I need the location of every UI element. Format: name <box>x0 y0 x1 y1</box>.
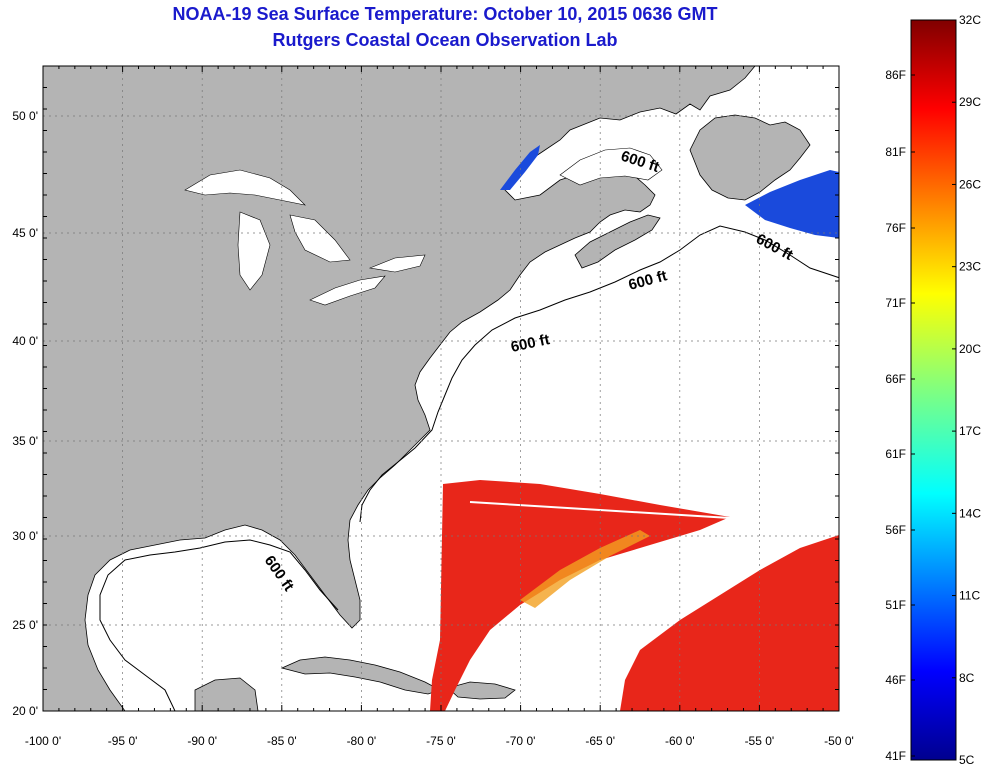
colorbar-celsius-label: 32C <box>959 13 981 27</box>
colorbar-fahrenheit-label: 81F <box>885 145 906 159</box>
colorbar <box>910 19 957 761</box>
colorbar-fahrenheit-label: 76F <box>885 221 906 235</box>
x-tick-label: -95 0' <box>108 734 138 748</box>
y-tick-label: 45 0' <box>12 226 38 240</box>
y-tick-label: 25 0' <box>12 618 38 632</box>
colorbar-fahrenheit-label: 66F <box>885 372 906 386</box>
lake-michigan-huron <box>237 211 351 291</box>
x-tick-label: -70 0' <box>506 734 536 748</box>
land-newfoundland <box>689 114 811 201</box>
x-tick-label: -100 0' <box>25 734 61 748</box>
colorbar-fahrenheit-label: 56F <box>885 523 906 537</box>
gulf-st-lawrence <box>559 147 663 186</box>
colorbar-celsius-label: 17C <box>959 424 981 438</box>
y-tick-label: 40 0' <box>12 334 38 348</box>
y-tick-label: 35 0' <box>12 434 38 448</box>
x-tick-label: -85 0' <box>267 734 297 748</box>
map-subtitle: Rutgers Coastal Ocean Observation Lab <box>272 30 618 50</box>
colorbar-celsius-label: 14C <box>959 506 981 520</box>
colorbar-fahrenheit-label: 51F <box>885 598 906 612</box>
y-tick-label: 20 0' <box>12 704 38 718</box>
sst-swath-east <box>620 535 839 711</box>
x-tick-label: -90 0' <box>187 734 217 748</box>
lake-erie-ontario <box>309 254 426 306</box>
colorbar-celsius-label: 20C <box>959 342 981 356</box>
map-title: NOAA-19 Sea Surface Temperature: October… <box>172 4 718 24</box>
colorbar-celsius-label: 5C <box>959 753 975 767</box>
y-tick-label: 50 0' <box>12 109 38 123</box>
lake-superior <box>184 169 306 206</box>
colorbar-fahrenheit-label: 61F <box>885 447 906 461</box>
colorbar-fahrenheit-label: 41F <box>885 749 906 763</box>
x-tick-label: -60 0' <box>665 734 695 748</box>
sst-labrador-cold <box>745 170 839 238</box>
sst-swath-main <box>430 480 730 711</box>
x-tick-label: -55 0' <box>745 734 775 748</box>
sst-cloud-gap <box>560 535 770 640</box>
land-hispaniola <box>447 681 516 700</box>
x-tick-label: -80 0' <box>347 734 377 748</box>
land-north-america <box>43 66 756 711</box>
land-yucatan <box>194 677 259 711</box>
x-tick-label: -65 0' <box>585 734 615 748</box>
contour-600ft-atlantic <box>359 225 839 523</box>
contour-600ft-gulf <box>99 539 339 711</box>
y-tick-label: 30 0' <box>12 529 38 543</box>
colorbar-fahrenheit-label: 71F <box>885 296 906 310</box>
colorbar-celsius-label: 26C <box>959 177 981 191</box>
sst-cool-band <box>520 530 650 608</box>
land-nova-scotia <box>574 214 661 269</box>
sst-st-lawrence-cold <box>500 145 540 190</box>
x-tick-label: -75 0' <box>426 734 456 748</box>
colorbar-celsius-label: 11C <box>959 589 980 603</box>
colorbar-fahrenheit-label: 86F <box>885 68 906 82</box>
colorbar-celsius-label: 29C <box>959 95 981 109</box>
colorbar-celsius-label: 23C <box>959 260 981 274</box>
x-tick-label: -50 0' <box>824 734 854 748</box>
colorbar-fahrenheit-label: 46F <box>885 673 906 687</box>
colorbar-celsius-label: 8C <box>959 671 975 685</box>
